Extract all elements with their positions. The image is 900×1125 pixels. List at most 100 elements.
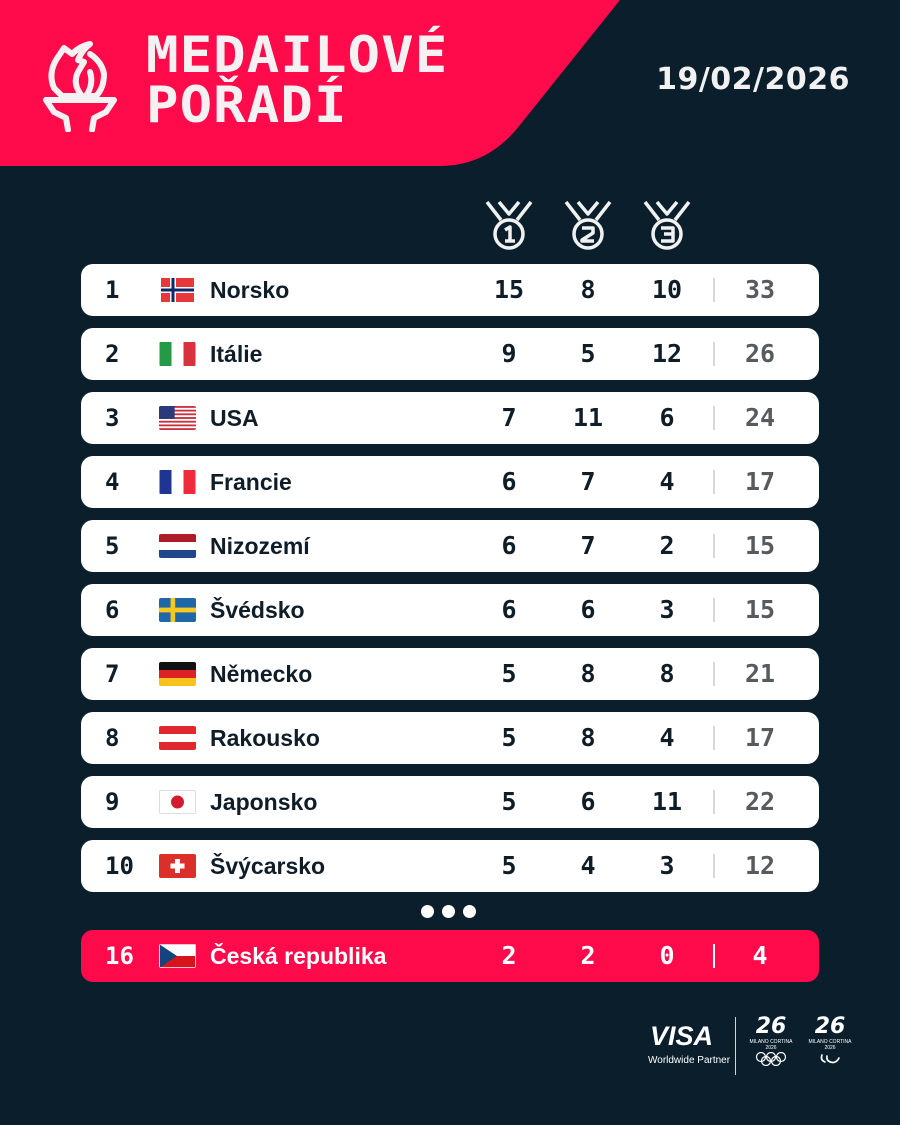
country-name: Švýcarsko (210, 853, 326, 879)
visa-subtitle: Worldwide Partner (648, 1055, 731, 1066)
france-flag-icon (159, 470, 196, 494)
table-row: 3 USA 7 11 6 24 (81, 392, 819, 444)
rank: 5 (105, 532, 120, 560)
header-banner: MEDAILOVÉ POŘADÍ (0, 0, 620, 166)
divider (713, 406, 715, 430)
country-name: Japonsko (210, 789, 318, 815)
divider (713, 534, 715, 558)
rank: 2 (105, 340, 120, 368)
divider (713, 342, 715, 366)
country-name: Nizozemí (210, 533, 310, 559)
divider (713, 278, 715, 302)
gold-count: 9 (501, 339, 517, 368)
rank: 16 (105, 942, 134, 970)
bronze-count: 4 (659, 467, 675, 496)
rank: 1 (105, 276, 120, 304)
silver-count: 4 (580, 851, 596, 880)
bronze-count: 12 (651, 339, 683, 368)
netherlands-flag-icon (159, 534, 196, 558)
gold-count: 15 (493, 275, 525, 304)
country-name: Itálie (210, 341, 263, 367)
gold-count: 5 (501, 723, 517, 752)
gold-count: 6 (501, 531, 517, 560)
bronze-count: 8 (659, 659, 675, 688)
bronze-count: 0 (659, 941, 675, 970)
gold-count: 5 (501, 851, 517, 880)
medal-2-icon (564, 200, 612, 250)
highlighted-row-czech: 16 Česká republika 2 2 0 4 (81, 930, 819, 982)
torch-icon (43, 41, 117, 132)
rank: 3 (105, 404, 120, 432)
total-count: 22 (744, 787, 776, 816)
footer-sponsors: VISA Worldwide Partner 26 MILANO CORTINA… (640, 1015, 890, 1085)
table-row: 5 Nizozemí 6 7 2 15 (81, 520, 819, 572)
bronze-count: 10 (651, 275, 683, 304)
divider (713, 598, 715, 622)
silver-count: 5 (580, 339, 596, 368)
title-line-2: POŘADÍ (146, 76, 348, 134)
paralympics-logo: 26 MILANO CORTINA 2026 (803, 1015, 857, 1077)
silver-count: 11 (572, 403, 604, 432)
country-name: USA (210, 405, 259, 431)
date-label: 19/02/2026 (656, 62, 850, 97)
bronze-count: 4 (659, 723, 675, 752)
silver-count: 6 (580, 787, 596, 816)
silver-count: 7 (580, 531, 596, 560)
total-count: 17 (744, 723, 776, 752)
divider (713, 944, 715, 968)
bronze-count: 2 (659, 531, 675, 560)
table-row: 8 Rakousko 5 8 4 17 (81, 712, 819, 764)
rank: 9 (105, 788, 120, 816)
silver-count: 6 (580, 595, 596, 624)
country-name: Česká republika (210, 943, 387, 969)
bronze-count: 11 (651, 787, 683, 816)
norway-flag-icon (161, 278, 194, 302)
silver-count: 8 (580, 723, 596, 752)
silver-count: 8 (580, 275, 596, 304)
olympic-rings-icon (755, 1051, 787, 1067)
bronze-count: 3 (659, 595, 675, 624)
italy-flag-icon (159, 342, 196, 366)
rank: 7 (105, 660, 120, 688)
ellipsis-icon (421, 905, 481, 919)
sweden-flag-icon (159, 598, 196, 622)
country-name: Francie (210, 469, 292, 495)
country-name: Německo (210, 661, 313, 687)
country-name: Švédsko (210, 597, 305, 623)
gold-count: 6 (501, 595, 517, 624)
austria-flag-icon (159, 726, 196, 750)
total-count: 33 (744, 275, 776, 304)
divider (713, 470, 715, 494)
footer-divider (735, 1017, 736, 1075)
czech-flag-icon (159, 944, 196, 968)
gold-count: 2 (501, 941, 517, 970)
japan-flag-icon (159, 790, 196, 814)
rank: 6 (105, 596, 120, 624)
total-count: 17 (744, 467, 776, 496)
gold-count: 5 (501, 659, 517, 688)
table-row: 9 Japonsko 5 6 11 22 (81, 776, 819, 828)
rank: 8 (105, 724, 120, 752)
total-count: 15 (744, 531, 776, 560)
paralympic-agitos-icon (820, 1054, 840, 1064)
gold-count: 7 (501, 403, 517, 432)
switzerland-flag-icon (159, 854, 196, 878)
header-background (0, 0, 620, 166)
total-count: 24 (744, 403, 776, 432)
gold-count: 6 (501, 467, 517, 496)
country-name: Rakousko (210, 725, 320, 751)
total-count: 15 (744, 595, 776, 624)
divider (713, 854, 715, 878)
silver-count: 8 (580, 659, 596, 688)
total-count: 4 (752, 941, 768, 970)
medal-1-icon (485, 200, 533, 250)
total-count: 26 (744, 339, 776, 368)
divider (713, 662, 715, 686)
table-row: 1 Norsko 15 8 10 33 (81, 264, 819, 316)
divider (713, 726, 715, 750)
total-count: 12 (744, 851, 776, 880)
medal-3-icon (643, 200, 691, 250)
title-line-1: MEDAILOVÉ (146, 26, 449, 84)
usa-flag-icon (159, 406, 196, 430)
table-row: 4 Francie 6 7 4 17 (81, 456, 819, 508)
